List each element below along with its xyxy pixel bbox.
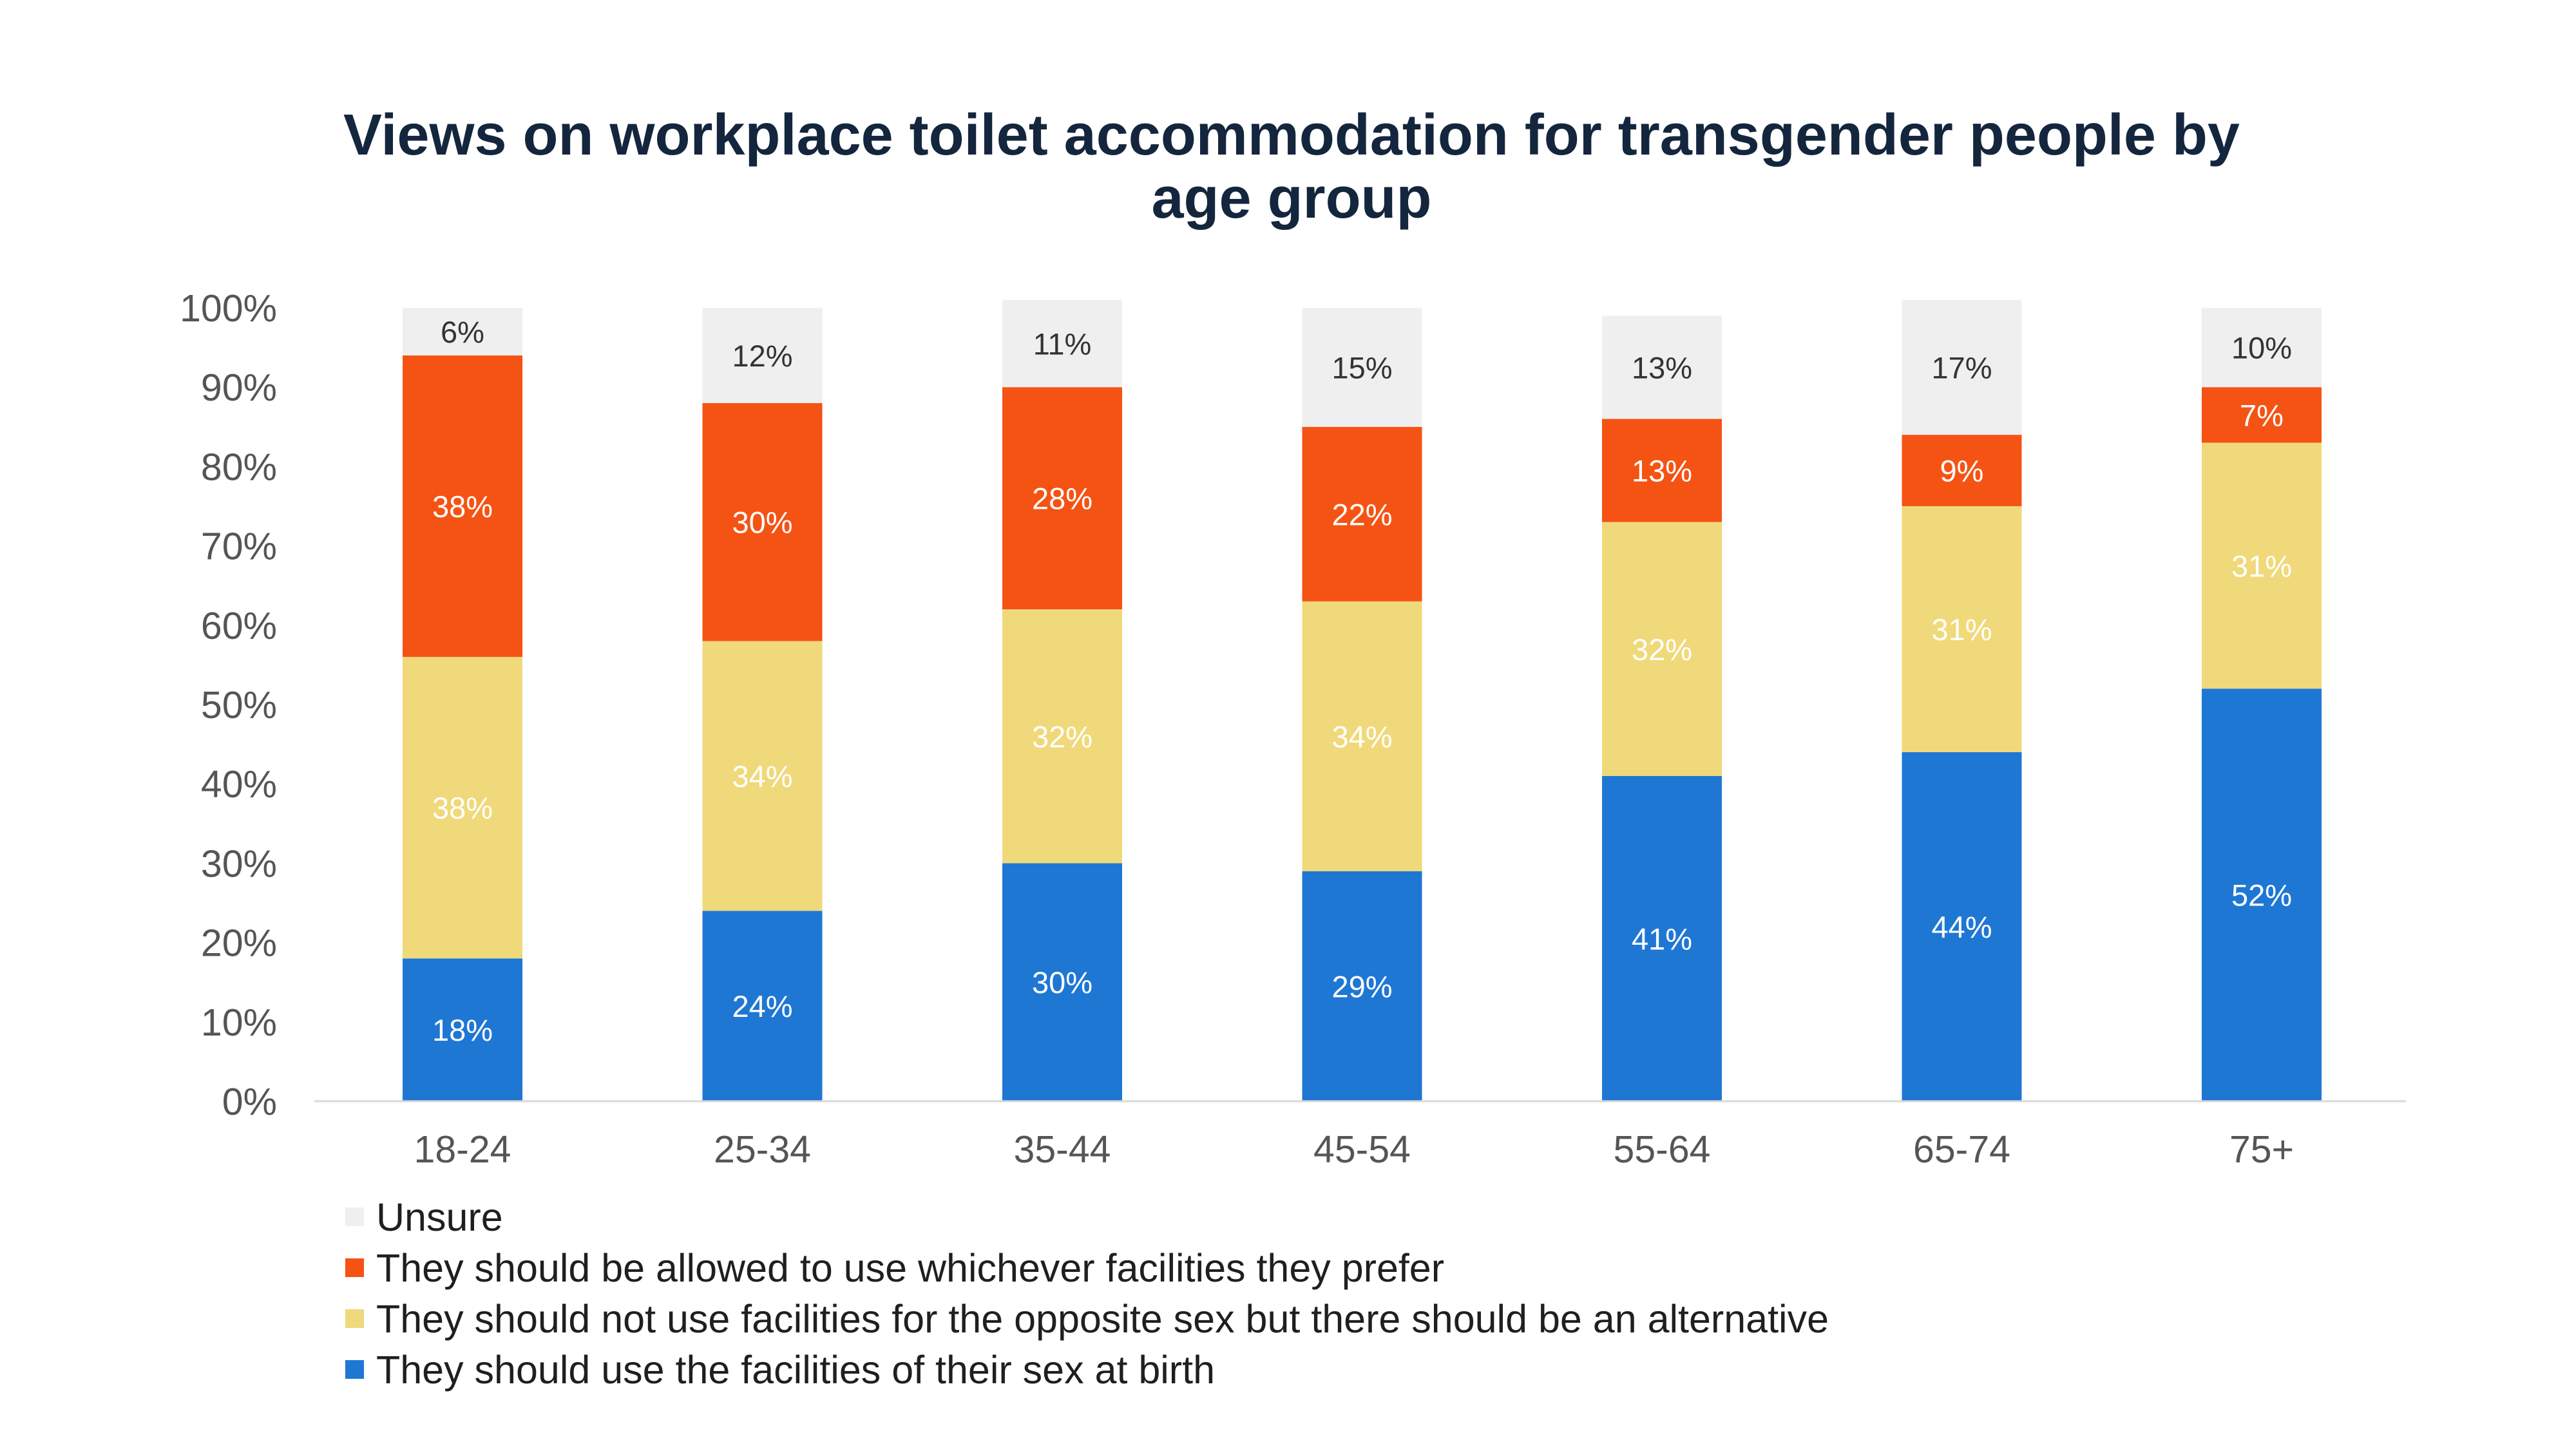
legend-label: They should not use facilities for the o… (376, 1296, 1829, 1341)
bar-segment (403, 958, 522, 1101)
legend-item: They should not use facilities for the o… (345, 1293, 1829, 1344)
data-label: 10% (2231, 331, 2292, 365)
legend-swatch (345, 1309, 364, 1328)
data-label: 24% (732, 989, 792, 1023)
bar-segment (1002, 863, 1122, 1101)
data-label: 52% (2231, 878, 2292, 913)
data-label: 38% (432, 791, 493, 825)
y-tick-label: 20% (201, 922, 277, 965)
legend-item: They should be allowed to use whichever … (345, 1242, 1829, 1293)
y-tick-label: 40% (201, 763, 277, 806)
data-label: 34% (1331, 719, 1392, 753)
bar-segment (1002, 609, 1122, 864)
data-label: 28% (1032, 482, 1092, 516)
bar-segment (403, 308, 522, 355)
bar-segment (2202, 308, 2322, 388)
data-label: 13% (1632, 454, 1692, 488)
data-label: 7% (2240, 398, 2284, 432)
legend-swatch (345, 1208, 364, 1226)
data-labels-layer: 18% 38% 38% 6% 24% 34% 30% 12% 30% 32% 28% 11% 29% 34… (432, 315, 2292, 1047)
bar-segment (403, 355, 522, 658)
y-tick-label: 0% (222, 1081, 277, 1123)
bar-segment (1902, 506, 2022, 752)
data-label: 15% (1331, 350, 1392, 384)
data-label: 12% (732, 339, 792, 373)
bar-segment (1902, 435, 2022, 506)
data-label: 22% (1331, 497, 1392, 531)
bar-segment (1302, 601, 1422, 871)
y-tick-label: 90% (201, 366, 277, 409)
data-label: 31% (1931, 612, 1992, 647)
legend: Unsure They should be allowed to use whic… (345, 1191, 1829, 1395)
x-tick-label: 75+ (2229, 1128, 2294, 1171)
legend-item: Unsure (345, 1191, 1829, 1242)
x-axis: 18-24 25-34 35-44 45-54 55-64 65-74 75+ (314, 1100, 2406, 1171)
y-tick-label: 50% (201, 684, 277, 726)
bars-layer (403, 299, 2322, 1101)
y-tick-label: 100% (180, 287, 277, 330)
bar-segment (1602, 419, 1722, 522)
y-axis: 0% 10% 20% 30% 40% 50% 60% 70% 80% 90% 100% (180, 287, 277, 1123)
bar-segment (702, 641, 823, 911)
data-label: 6% (441, 315, 484, 349)
bar-segment (403, 657, 522, 959)
bar-segment (702, 308, 823, 403)
legend-label: Unsure (376, 1195, 503, 1239)
y-tick-label: 60% (201, 605, 277, 647)
y-tick-label: 80% (201, 446, 277, 488)
data-label: 38% (432, 489, 493, 524)
bar-segment (1302, 871, 1422, 1101)
data-label: 31% (2231, 549, 2292, 583)
x-tick-label: 55-64 (1614, 1128, 1711, 1171)
data-label: 30% (1032, 965, 1092, 999)
data-label: 41% (1632, 922, 1692, 956)
data-label: 11% (1033, 327, 1092, 361)
y-tick-label: 70% (201, 526, 277, 568)
bar-segment (1002, 387, 1122, 610)
bar-segment (1302, 308, 1422, 427)
bar-segment (1302, 426, 1422, 601)
bar-segment (2202, 688, 2322, 1101)
data-label: 9% (1940, 454, 1984, 488)
bar-segment (1602, 316, 1722, 419)
legend-swatch (345, 1258, 364, 1277)
x-tick-label: 25-34 (714, 1128, 811, 1171)
chart-title-line-1: Views on workplace toilet accommodation … (343, 103, 2240, 167)
bar-segment (1002, 299, 1122, 388)
y-tick-label: 10% (201, 1001, 277, 1044)
legend-label: They should be allowed to use whichever … (376, 1245, 1445, 1290)
data-label: 32% (1032, 719, 1092, 753)
legend-item: They should use the facilities of their … (345, 1344, 1829, 1395)
legend-swatch (345, 1360, 364, 1379)
data-label: 44% (1931, 910, 1992, 944)
bar-segment (1602, 775, 1722, 1101)
bar-segment (1902, 752, 2022, 1101)
data-label: 29% (1331, 969, 1392, 1003)
x-tick-label: 45-54 (1313, 1128, 1411, 1171)
x-tick-label: 35-44 (1014, 1128, 1111, 1171)
data-label: 30% (732, 506, 792, 540)
x-tick-label: 65-74 (1913, 1128, 2010, 1171)
x-tick-label: 18-24 (414, 1128, 511, 1171)
bar-segment (702, 402, 823, 641)
bar-segment (1902, 299, 2022, 435)
data-label: 13% (1632, 350, 1692, 384)
bar-segment (2202, 442, 2322, 689)
y-tick-label: 30% (201, 842, 277, 885)
bar-segment (702, 911, 823, 1101)
bar-segment (2202, 387, 2322, 443)
bar-segment (1602, 522, 1722, 776)
data-label: 18% (432, 1013, 493, 1047)
data-label: 34% (732, 759, 792, 793)
data-label: 32% (1632, 632, 1692, 667)
data-label: 17% (1931, 350, 1992, 384)
legend-label: They should use the facilities of their … (376, 1347, 1215, 1392)
chart-title-line-2: age group (1151, 166, 1432, 231)
